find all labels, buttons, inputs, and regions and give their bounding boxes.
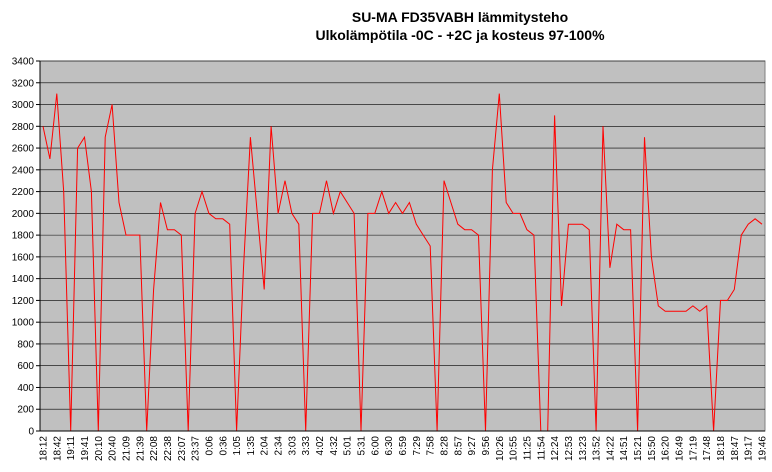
x-tick-label: 2:34 <box>274 436 285 456</box>
y-tick-label: 0 <box>28 427 34 438</box>
chart-title: SU-MA FD35VABH lämmitysteho <box>352 9 568 25</box>
x-tick-label: 19:17 <box>744 436 755 461</box>
x-tick-label: 0:06 <box>204 436 215 456</box>
x-tick-label: 21:09 <box>121 436 132 461</box>
x-tick-label: 6:00 <box>370 436 381 456</box>
x-tick-label: 12:24 <box>550 436 561 461</box>
x-tick-label: 20:10 <box>94 436 105 461</box>
y-tick-label: 2200 <box>12 187 35 198</box>
plot-area <box>39 60 766 432</box>
x-tick-label: 17:48 <box>702 436 713 461</box>
x-tick-label: 15:21 <box>633 436 644 461</box>
x-tick-label: 19:46 <box>758 436 769 461</box>
x-tick-label: 21:39 <box>135 436 146 461</box>
y-tick-label: 2600 <box>12 144 35 155</box>
x-tick-label: 20:40 <box>108 436 119 461</box>
y-tick-label: 2800 <box>12 122 35 133</box>
y-tick-label: 1400 <box>12 274 35 285</box>
x-tick-label: 14:22 <box>605 436 616 461</box>
x-tick-label: 5:01 <box>343 436 354 456</box>
y-tick-label: 3200 <box>12 78 35 89</box>
x-tick-label: 3:03 <box>287 436 298 456</box>
y-tick-label: 1800 <box>12 231 35 242</box>
x-tick-label: 10:26 <box>495 436 506 461</box>
x-tick-label: 23:37 <box>191 436 202 461</box>
x-tick-label: 18:42 <box>52 436 63 461</box>
y-tick-label: 200 <box>17 405 34 416</box>
y-tick-label: 800 <box>17 339 34 350</box>
x-tick-label: 11:54 <box>536 436 547 461</box>
x-tick-label: 1:35 <box>246 436 257 456</box>
x-tick-label: 18:18 <box>716 436 727 461</box>
x-tick-label: 16:49 <box>675 436 686 461</box>
x-tick-label: 22:38 <box>163 436 174 461</box>
x-tick-label: 11:25 <box>522 436 533 461</box>
x-tick-label: 6:59 <box>398 436 409 456</box>
y-tick-label: 1200 <box>12 296 35 307</box>
x-tick-label: 3:33 <box>301 436 312 456</box>
x-tick-label: 17:19 <box>688 436 699 461</box>
x-tick-label: 9:56 <box>481 436 492 456</box>
x-tick-label: 10:55 <box>509 436 520 461</box>
x-tick-label: 13:23 <box>578 436 589 461</box>
x-tick-label: 16:20 <box>661 436 672 461</box>
x-tick-label: 12:53 <box>564 436 575 461</box>
data-line <box>42 93 763 432</box>
x-tick-label: 2:04 <box>260 436 271 456</box>
x-tick-label: 6:30 <box>384 436 395 456</box>
x-tick-label: 18:12 <box>39 436 50 461</box>
x-tick-label: 22:08 <box>149 436 160 461</box>
x-tick-label: 18:47 <box>730 436 741 461</box>
x-tick-label: 13:52 <box>592 436 603 461</box>
x-tick-label: 0:36 <box>218 436 229 456</box>
x-tick-label: 9:27 <box>467 436 478 456</box>
x-tick-label: 19:41 <box>80 436 91 461</box>
x-tick-label: 7:29 <box>412 436 423 456</box>
x-tick-label: 4:32 <box>329 436 340 456</box>
y-tick-label: 1000 <box>12 318 35 329</box>
x-tick-label: 8:57 <box>453 436 464 456</box>
y-tick-label: 3400 <box>12 57 35 68</box>
y-tick-label: 2000 <box>12 209 35 220</box>
x-tick-label: 15:50 <box>647 436 658 461</box>
y-tick-label: 400 <box>17 383 34 394</box>
x-tick-label: 4:02 <box>315 436 326 456</box>
y-tick-label: 1600 <box>12 252 35 263</box>
x-tick-label: 5:31 <box>357 436 368 456</box>
x-tick-label: 19:11 <box>66 436 77 461</box>
x-tick-label: 8:28 <box>439 436 450 456</box>
x-tick-label: 1:05 <box>232 436 243 456</box>
y-tick-label: 3000 <box>12 100 35 111</box>
y-tick-label: 600 <box>17 361 34 372</box>
x-tick-label: 14:51 <box>619 436 630 461</box>
chart-subtitle: Ulkolämpötila -0C - +2C ja kosteus 97-10… <box>315 27 605 43</box>
x-tick-label: 23:07 <box>177 436 188 461</box>
x-tick-label: 7:58 <box>426 436 437 456</box>
y-tick-label: 2400 <box>12 165 35 176</box>
